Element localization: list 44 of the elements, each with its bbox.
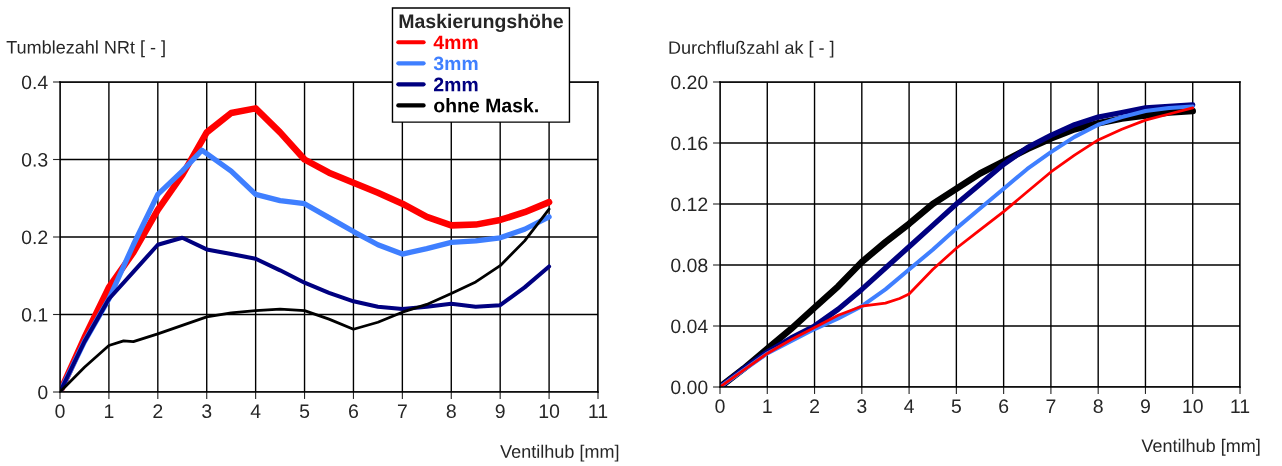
y-tick-label: 0.2	[21, 230, 48, 245]
y-tick-label: 0.4	[21, 75, 48, 90]
x-tick-label: 7	[397, 404, 407, 418]
legend-label: 3mm	[433, 56, 478, 71]
x-tick-label: 11	[589, 404, 608, 418]
y-tick-label: 0.12	[671, 197, 708, 212]
x-tick-label: 6	[999, 399, 1009, 414]
x-tick-label: 5	[951, 399, 961, 414]
legend-title: Maskierungshöhe	[399, 13, 563, 33]
x-tick-label: 8	[1093, 399, 1103, 414]
x-tick-label: 2	[153, 404, 163, 418]
x-tick-label: 4	[250, 404, 261, 418]
x-tick-label: 5	[299, 404, 310, 419]
x-tick-label: 3	[857, 399, 867, 414]
legend-label: 2mm	[433, 77, 478, 92]
x-tick-label: 6	[349, 404, 359, 419]
x-axis-title: Ventilhub [mm]	[500, 444, 619, 462]
y-tick-label: 0	[38, 385, 48, 400]
x-tick-label: 10	[539, 404, 560, 419]
x-tick-label: 0	[715, 399, 725, 414]
x-tick-label: 1	[763, 399, 772, 413]
x-tick-label: 3	[202, 404, 212, 419]
y-tick-label: 0.16	[671, 136, 708, 151]
x-tick-label: 0	[55, 404, 65, 419]
y-axis-title: Durchflußzahl ak [ - ]	[669, 40, 834, 58]
y-tick-label: 0.04	[671, 319, 708, 334]
y-tick-label: 0.00	[671, 380, 708, 395]
x-tick-label: 9	[495, 404, 505, 419]
x-tick-label: 8	[446, 404, 456, 419]
y-tick-label: 0.1	[21, 307, 48, 322]
x-axis-title: Ventilhub [mm]	[1141, 438, 1260, 456]
legend-label: 4mm	[433, 35, 478, 50]
y-tick-label: 0.20	[671, 75, 708, 90]
x-tick-label: 1	[104, 404, 114, 418]
x-tick-label: 2	[810, 399, 819, 413]
y-axis-title: Tumblezahl NRt [ - ]	[6, 40, 165, 58]
y-tick-label: 0.3	[21, 152, 48, 167]
x-tick-label: 11	[1231, 399, 1250, 413]
x-tick-label: 10	[1183, 399, 1203, 414]
legend-label: ohne Mask.	[434, 98, 538, 113]
x-tick-label: 9	[1140, 399, 1150, 414]
x-tick-label: 4	[904, 399, 914, 413]
x-tick-label: 7	[1046, 399, 1056, 413]
y-tick-label: 0.08	[671, 258, 708, 273]
